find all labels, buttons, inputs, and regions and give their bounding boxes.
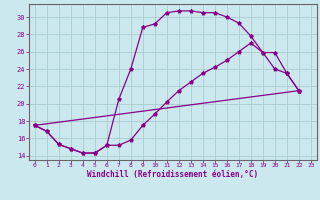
X-axis label: Windchill (Refroidissement éolien,°C): Windchill (Refroidissement éolien,°C) xyxy=(87,170,258,179)
